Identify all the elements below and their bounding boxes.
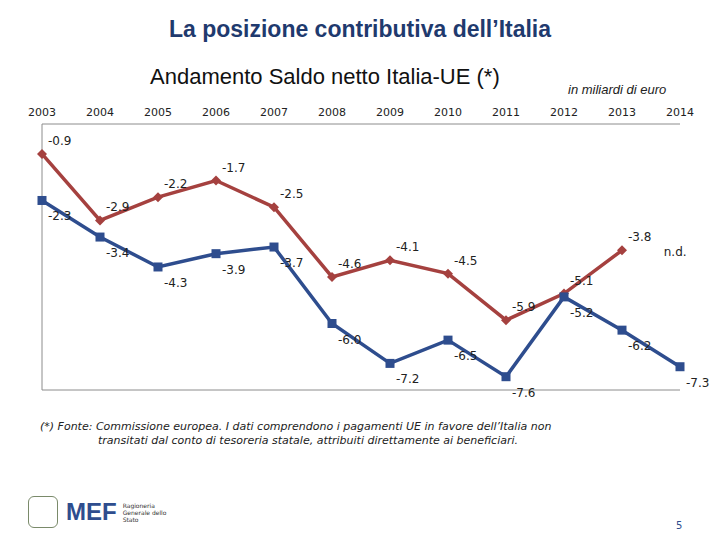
svg-text:2010: 2010 — [434, 106, 462, 119]
html-text:5: 5 — [676, 520, 683, 531]
svg-text:-4.5: -4.5 — [454, 254, 477, 268]
html-text:(*) Fonte: Commissione europea: (*) Fonte: Commissione europea. I dati c… — [40, 420, 552, 447]
svg-text:2011: 2011 — [492, 106, 520, 119]
svg-text:-6.2: -6.2 — [628, 339, 651, 353]
svg-text:-7.6: -7.6 — [512, 386, 535, 400]
svg-text:-5.1: -5.1 — [570, 274, 593, 288]
svg-text:-6.0: -6.0 — [338, 333, 361, 347]
svg-text:-1.7: -1.7 — [222, 161, 245, 175]
html-text:MEF: MEF — [66, 498, 117, 525]
svg-text:2012: 2012 — [550, 106, 578, 119]
svg-text:2006: 2006 — [202, 106, 230, 119]
svg-text:-2.3: -2.3 — [48, 209, 71, 223]
svg-text:-0.9: -0.9 — [48, 134, 71, 148]
svg-text:-2.9: -2.9 — [106, 200, 129, 214]
svg-text:-3.4: -3.4 — [106, 246, 129, 260]
svg-text:-2.2: -2.2 — [164, 177, 187, 191]
svg-text:-5.9: -5.9 — [512, 300, 535, 314]
svg-text:2008: 2008 — [318, 106, 346, 119]
svg-text:-2.5: -2.5 — [280, 187, 303, 201]
html-text:La posizione contributiva dell: La posizione contributiva dell’Italia — [168, 16, 552, 42]
svg-text:-3.7: -3.7 — [280, 256, 303, 270]
svg-text:2004: 2004 — [86, 106, 114, 119]
html-text:in miliardi di euro: in miliardi di euro — [568, 82, 667, 97]
svg-text:-6.5: -6.5 — [454, 349, 477, 363]
svg-text:2003: 2003 — [28, 106, 56, 119]
svg-text:2013: 2013 — [608, 106, 636, 119]
svg-text:n.d.: n.d. — [664, 245, 687, 259]
svg-text:-4.1: -4.1 — [396, 240, 419, 254]
html-text:Andamento Saldo netto Italia-U: Andamento Saldo netto Italia-UE (*) — [150, 64, 500, 89]
svg-text:-7.3: -7.3 — [686, 376, 709, 390]
html-text:Ragioneria Generale dello Stat: Ragioneria Generale dello Stato — [122, 501, 167, 523]
svg-text:-5.2: -5.2 — [570, 306, 593, 320]
svg-text:2014: 2014 — [666, 106, 694, 119]
svg-text:2007: 2007 — [260, 106, 288, 119]
svg-text:-7.2: -7.2 — [396, 372, 419, 386]
svg-text:-3.8: -3.8 — [628, 230, 651, 244]
svg-text:2005: 2005 — [144, 106, 172, 119]
svg-text:2009: 2009 — [376, 106, 404, 119]
svg-text:-3.9: -3.9 — [222, 263, 245, 277]
svg-text:-4.6: -4.6 — [338, 257, 361, 271]
svg-text:-4.3: -4.3 — [164, 276, 187, 290]
